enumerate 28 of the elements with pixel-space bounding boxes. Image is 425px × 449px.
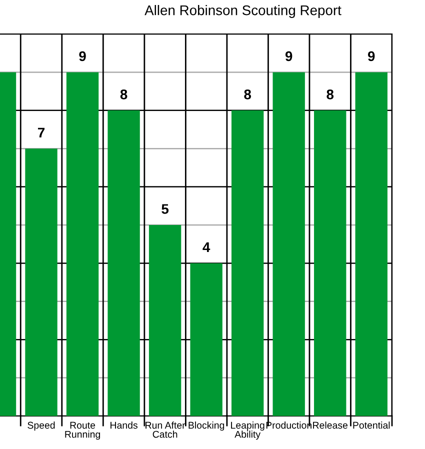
data-label: 4 bbox=[202, 242, 210, 252]
bar bbox=[190, 263, 222, 416]
x-tick-label: Run After Catch bbox=[146, 422, 186, 438]
x-tick-label: Production bbox=[266, 422, 312, 429]
x-tick-label: Leaping Ability bbox=[231, 422, 264, 440]
x-tick-label: Release bbox=[313, 422, 348, 429]
bar bbox=[148, 225, 182, 416]
bar bbox=[272, 72, 305, 416]
x-tick-label: Blocking bbox=[188, 422, 224, 431]
data-label: 8 bbox=[326, 89, 334, 100]
x-tick-label: Potential bbox=[353, 422, 390, 429]
data-label: 7 bbox=[38, 128, 45, 138]
data-label: 9 bbox=[368, 51, 375, 62]
data-label: 8 bbox=[244, 89, 252, 100]
chart-title: Allen Robinson Scouting Report bbox=[144, 5, 342, 18]
x-tick-label: Hands bbox=[110, 422, 138, 429]
x-tick-label: Route Running bbox=[65, 422, 100, 440]
x-tick-label: Speed bbox=[28, 422, 55, 431]
bar bbox=[66, 72, 99, 416]
bar bbox=[231, 110, 264, 416]
bar bbox=[314, 110, 346, 416]
data-label: 5 bbox=[162, 204, 169, 214]
data-label: 8 bbox=[120, 89, 128, 100]
bar bbox=[25, 148, 58, 416]
data-label: 9 bbox=[79, 51, 86, 62]
bar bbox=[355, 72, 388, 416]
data-label: 9 bbox=[285, 51, 292, 62]
bar bbox=[108, 110, 140, 416]
